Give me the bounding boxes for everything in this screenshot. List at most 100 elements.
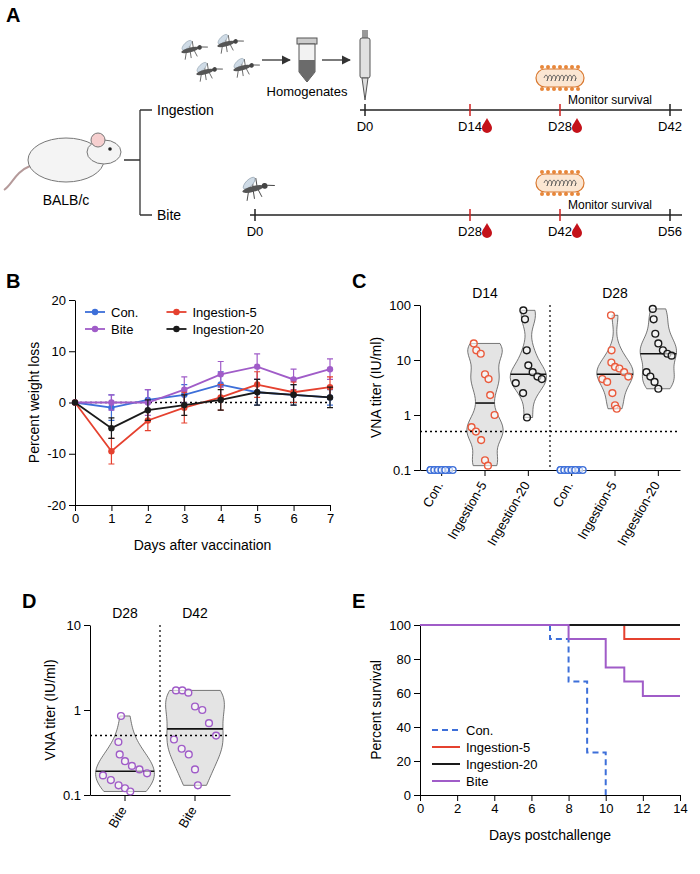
axis-title: Percent survival — [368, 660, 384, 760]
point — [523, 347, 530, 354]
violin — [467, 343, 503, 465]
tick: 2 — [145, 505, 152, 526]
tick: 100 — [389, 298, 420, 313]
pipette-plunger — [362, 30, 368, 38]
tick: 12 — [636, 795, 650, 816]
point — [668, 352, 675, 359]
tick-label: 20 — [397, 754, 411, 769]
step-label: Homogenates — [267, 84, 348, 99]
marker — [218, 397, 224, 403]
point — [652, 330, 659, 337]
tick: 1 — [404, 408, 420, 423]
timepoint-label: D0 — [247, 224, 264, 239]
tick: 10 — [397, 353, 420, 368]
tick-mark — [184, 505, 185, 511]
tick-label: Con. — [550, 479, 577, 510]
legend: Con.BiteIngestion-5Ingestion-20 — [85, 305, 264, 337]
panel: BiteBite0.1110VNA titer (IU/ml)DD28D42 — [22, 590, 231, 831]
marker — [254, 363, 260, 369]
tick-mark — [414, 360, 420, 361]
y-axis: -20-1001020 — [47, 293, 75, 513]
tick-label: 6 — [528, 801, 535, 816]
legend-swatch — [432, 746, 460, 748]
point — [116, 751, 123, 758]
error-bar — [145, 400, 151, 421]
tick-mark — [658, 470, 659, 476]
point — [538, 376, 545, 383]
tick: 8 — [565, 795, 572, 816]
tick: Ingestion-5 — [444, 470, 489, 542]
marker — [108, 448, 114, 454]
tick-label: Ingestion-20 — [484, 479, 533, 548]
tick-mark — [485, 470, 486, 476]
mouse-ear — [91, 133, 105, 147]
point — [194, 782, 201, 789]
tube-cap — [297, 38, 317, 44]
tick-label: 2 — [454, 801, 461, 816]
x-axis: Con.Ingestion-5Ingestion-20Con.Ingestion… — [420, 470, 681, 548]
median-line — [476, 402, 495, 404]
virus-spike — [564, 170, 568, 174]
tick-mark — [494, 795, 495, 801]
tick-mark — [69, 505, 75, 506]
axis-title: VNA titer (IU/ml) — [368, 337, 384, 438]
tick: 4 — [218, 505, 225, 526]
virus-icon — [536, 65, 584, 91]
tick-label: Bite — [105, 804, 129, 831]
tick-label: 14 — [673, 801, 687, 816]
tick: 7 — [327, 505, 334, 526]
virus-spike — [540, 170, 544, 174]
error-bar — [108, 418, 114, 439]
marker — [254, 389, 260, 395]
tick: 0.1 — [393, 463, 420, 478]
panel: 01234567-20-1001020Days after vaccinatio… — [6, 270, 334, 553]
series-line — [75, 385, 330, 408]
blood-drop — [572, 118, 582, 133]
error-bar — [218, 390, 224, 411]
tick-label: 10 — [397, 353, 411, 368]
mosquito-icon — [239, 170, 277, 201]
timepoint-tick — [669, 104, 671, 116]
marker — [327, 394, 333, 400]
tick: -10 — [47, 446, 75, 461]
point — [572, 467, 579, 474]
mosquito-body — [233, 63, 252, 72]
point — [178, 745, 185, 752]
tick-label: 0.1 — [393, 463, 411, 478]
tick: Ingestion-20 — [614, 470, 663, 548]
tick-label: 100 — [389, 298, 411, 313]
error-bar — [181, 392, 187, 423]
survival-curve — [420, 625, 606, 795]
axis-line — [420, 626, 421, 796]
error-bar — [254, 379, 260, 405]
tick-mark — [420, 795, 421, 801]
group-separator — [159, 625, 160, 795]
tick-mark — [75, 505, 76, 511]
marker — [290, 392, 296, 398]
timepoint-label: D0 — [357, 119, 374, 134]
error-bar — [218, 362, 224, 388]
violin — [96, 716, 155, 791]
timepoint-tick — [669, 209, 671, 221]
tube-icon — [297, 38, 317, 82]
tick-label: 60 — [397, 686, 411, 701]
point — [520, 390, 527, 397]
tick-mark — [680, 795, 681, 801]
tick: 0 — [404, 788, 420, 803]
tick-mark — [457, 795, 458, 801]
axis-line — [421, 795, 681, 796]
host-label: BALB/c — [43, 192, 90, 208]
group-label: D28 — [112, 605, 138, 621]
mouse-icon — [4, 133, 121, 190]
mosquito-head — [233, 39, 239, 45]
tick-label: 3 — [181, 511, 188, 526]
tick-label: 2 — [145, 511, 152, 526]
point — [625, 373, 632, 380]
tick-label: 0 — [59, 395, 66, 410]
legend-swatch — [173, 326, 179, 332]
point — [185, 689, 192, 696]
point — [144, 770, 151, 777]
tick-label: 80 — [397, 652, 411, 667]
tick-mark — [414, 415, 420, 416]
legend-swatch — [173, 309, 179, 315]
